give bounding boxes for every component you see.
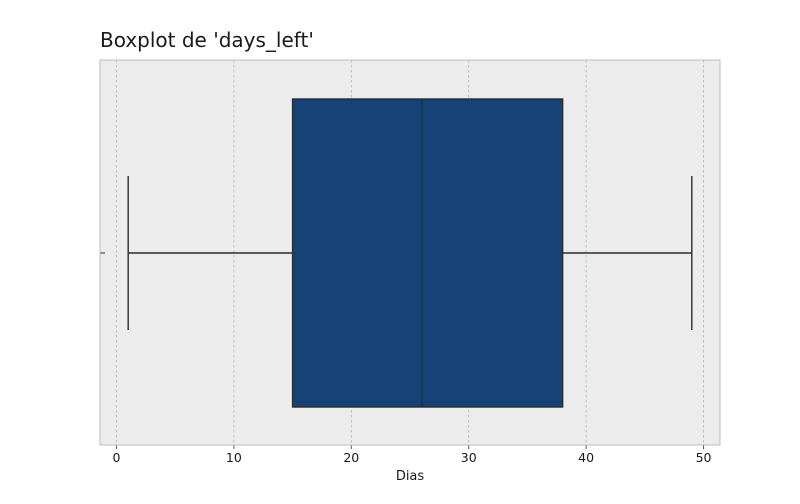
box-layer [127, 98, 693, 408]
x-tick-label: 50 [696, 450, 712, 465]
plot-frame [99, 59, 721, 446]
x-tick-label: 0 [112, 450, 120, 465]
interquartile-box [291, 98, 564, 408]
x-axis-label: Dias [396, 469, 425, 484]
x-tick-label: 30 [461, 450, 477, 465]
x-tick-label: 10 [226, 450, 242, 465]
x-tick-label: 40 [578, 450, 594, 465]
x-tick-label: 20 [343, 450, 359, 465]
chart-title: Boxplot de 'days_left' [100, 28, 314, 52]
x-axis: 0 10 20 30 40 50 [100, 252, 712, 465]
